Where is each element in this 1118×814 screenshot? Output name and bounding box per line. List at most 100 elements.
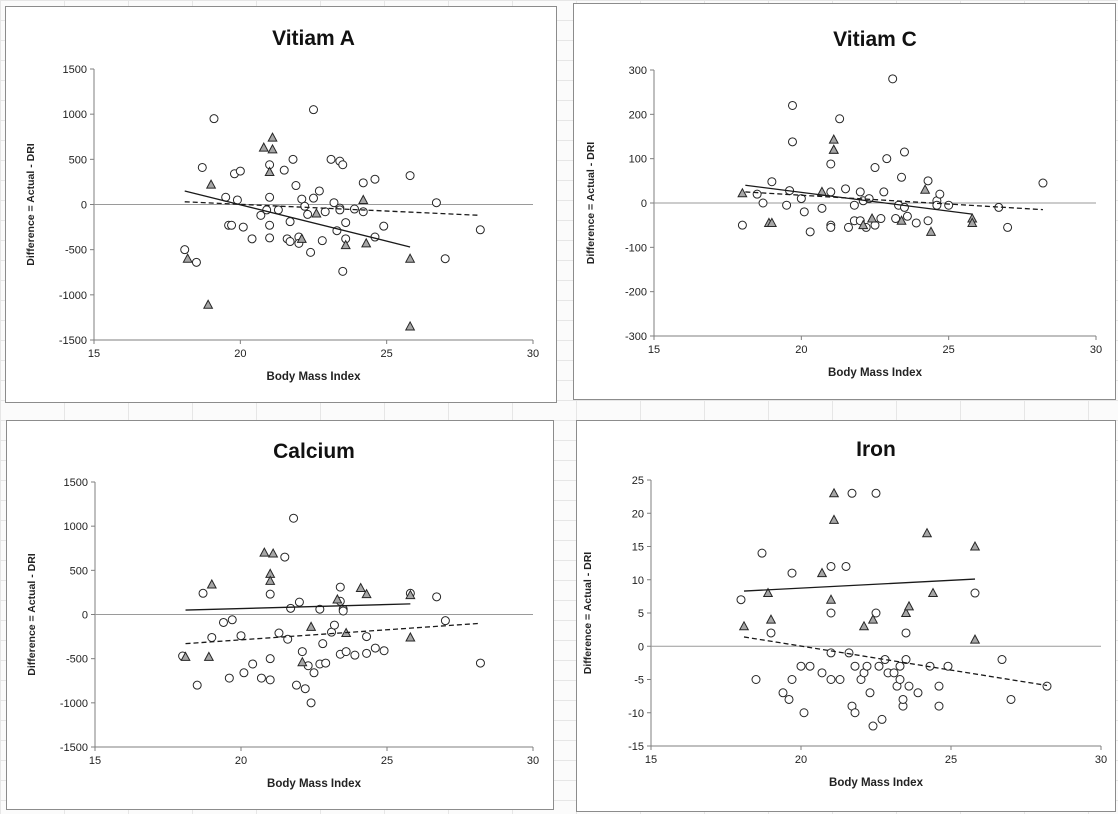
data-point-circle [247,234,257,244]
data-point-triangle [305,621,317,631]
data-point-circle [238,222,248,232]
data-point-circle [370,643,380,653]
data-point-circle [306,247,316,257]
data-point-circle [1042,681,1052,691]
data-point-circle [817,668,827,678]
data-point-circle [902,211,912,221]
data-point-circle [844,648,854,658]
data-point-triangle [361,588,372,599]
data-point-circle [862,661,872,671]
chart-title: Calcium [273,440,355,463]
chart-title: Vitiam C [833,28,917,51]
data-point-circle [784,694,794,704]
data-point-triangle [205,179,217,189]
data-point-circle [262,205,272,215]
data-point-circle [835,675,845,684]
x-tick-label: 15 [89,755,101,767]
y-axis-label: Difference = Actual - DRI [582,552,594,675]
data-point-circle [315,604,325,614]
y-tick-label: 25 [632,475,644,487]
data-point-triangle [816,567,828,578]
data-point-circle [209,114,219,124]
data-point-circle [288,154,298,164]
data-point-circle [911,218,921,228]
data-point-circle [935,189,945,199]
data-point-circle [891,214,901,224]
data-point-circle [882,154,892,164]
data-point-circle [796,661,806,671]
chart-vitamin-a[interactable]: Vitiam A -1500 -1000 -500 0 500 1000 1500 15 20 25… [5,6,557,403]
data-point-triangle [404,320,416,331]
data-point-circle [341,218,351,228]
data-point-triangle [828,144,839,154]
data-point-circle [757,548,767,558]
data-point-circle [898,694,908,704]
data-point-circle [197,162,207,172]
data-point-circle [432,592,442,602]
data-point-circle [913,688,923,698]
data-point-circle [841,184,851,194]
data-point-triangle [297,656,308,667]
data-point-triangle [903,600,915,611]
data-point-circle [285,237,295,247]
data-point-circle [796,194,806,204]
data-point-triangle [825,594,837,604]
data-point-circle [767,177,777,187]
data-point-triangle [267,132,278,142]
data-point-triangle [296,233,307,243]
x-tick-label: 25 [943,344,955,356]
y-tick-label: 1500 [63,64,87,76]
data-point-circle [877,714,887,724]
y-tick-label: 10 [632,575,644,587]
data-point-circle [1038,178,1048,188]
data-point-circle [329,620,339,630]
data-point-circle [923,176,933,186]
y-tick-label: 1000 [64,521,88,533]
data-point-circle [338,160,348,170]
y-tick-label: -15 [628,741,644,753]
trendline-solid [185,603,411,611]
data-point-triangle [311,207,322,218]
data-point-circle [871,608,881,618]
chart-iron[interactable]: Iron -15 -10 -5 0 5 10 15 20 25 15 20 25 30 Body Mass … [576,420,1116,812]
y-tick-label: -500 [66,654,88,666]
chart-title: Vitiam A [272,27,355,50]
data-point-circle [778,688,788,698]
data-point-circle [787,568,797,578]
data-point-triangle [182,253,193,263]
y-tick-label: 1000 [63,109,87,121]
data-point-triangle [265,575,276,585]
data-point-circle [879,187,889,197]
data-point-circle [306,698,316,708]
trendline-dashed [745,191,1043,211]
data-point-circle [370,174,380,184]
data-point-circle [239,668,249,678]
data-point-circle [826,675,836,684]
data-point-circle [279,165,289,175]
y-tick-label: -1000 [59,290,87,302]
y-tick-label: 100 [629,154,647,166]
data-point-circle [318,639,328,649]
data-point-triangle [919,184,931,194]
data-point-circle [850,708,860,718]
y-tick-label: 1500 [64,477,88,489]
y-tick-label: -1500 [60,742,88,754]
data-point-circle [876,214,886,224]
data-point-circle [362,632,372,642]
chart-vitamin-c[interactable]: Vitiam C -300 -200 -100 0 100 200 300 15 20 25 30 Bo… [573,3,1116,400]
data-point-circle [379,646,389,656]
data-point-circle [358,178,368,188]
data-point-circle [335,205,345,215]
data-point-triangle [206,578,217,589]
data-point-triangle [765,614,777,624]
data-point-circle [805,661,815,671]
data-point-circle [805,227,815,237]
data-point-circle [405,171,415,181]
data-point-triangle [900,607,912,617]
data-point-triangle [927,587,939,598]
data-point-circle [826,648,836,658]
y-tick-label: -5 [634,675,644,687]
chart-calcium[interactable]: Calcium -1500 -1000 -500 0 500 1000 1500 15 20 25 3… [6,420,554,810]
data-point-triangle [267,547,279,558]
trendline-dashed [185,622,481,645]
